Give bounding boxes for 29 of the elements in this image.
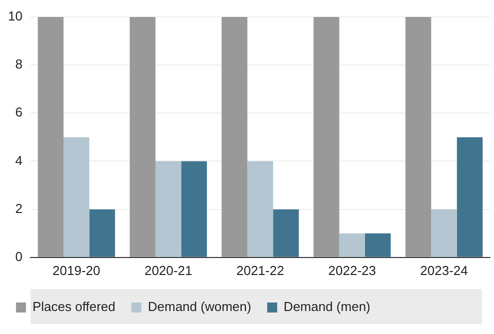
bar (365, 233, 391, 257)
x-tick-label: 2023-24 (420, 262, 468, 278)
bar (273, 209, 299, 257)
y-tick-label: 6 (15, 104, 22, 120)
y-tick-label: 4 (15, 152, 22, 168)
x-tick-label: 2020-21 (144, 262, 192, 278)
legend-label: Demand (women) (148, 299, 252, 314)
x-tick-label: 2019-20 (52, 262, 100, 278)
bar (38, 17, 64, 257)
legend-label: Places offered (32, 299, 116, 314)
bar (314, 17, 340, 257)
y-tick-label: 8 (15, 56, 22, 72)
bar (181, 161, 207, 257)
bar (89, 209, 116, 257)
bar (64, 137, 90, 257)
y-tick-label: 0 (15, 248, 22, 264)
bar (222, 17, 248, 257)
bar (431, 209, 457, 257)
bar (247, 161, 274, 257)
legend-label: Demand (men) (284, 299, 370, 314)
bar (130, 17, 156, 257)
bar (405, 17, 432, 257)
x-tick-label: 2022-23 (328, 262, 376, 278)
bar (155, 161, 182, 257)
bar (456, 137, 483, 257)
y-tick-label: 10 (8, 8, 22, 24)
x-tick-label: 2021-22 (236, 262, 284, 278)
bar (339, 233, 366, 257)
y-tick-label: 2 (15, 200, 22, 216)
